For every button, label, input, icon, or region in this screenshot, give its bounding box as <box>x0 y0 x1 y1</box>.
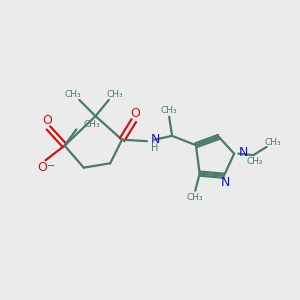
Text: −: − <box>47 160 55 171</box>
Text: O: O <box>38 161 47 174</box>
Text: N: N <box>151 133 160 146</box>
Text: CH₂: CH₂ <box>246 157 263 166</box>
Text: O: O <box>130 107 140 120</box>
Text: N: N <box>220 176 230 189</box>
Text: CH₃: CH₃ <box>187 193 204 202</box>
Text: H: H <box>151 142 158 153</box>
Text: CH₃: CH₃ <box>161 106 178 115</box>
Text: CH₃: CH₃ <box>107 90 124 99</box>
Text: O: O <box>42 114 52 127</box>
Text: CH₃: CH₃ <box>84 120 100 129</box>
Text: CH₃: CH₃ <box>64 90 81 99</box>
Text: CH₃: CH₃ <box>265 138 281 147</box>
Text: N: N <box>239 146 248 159</box>
